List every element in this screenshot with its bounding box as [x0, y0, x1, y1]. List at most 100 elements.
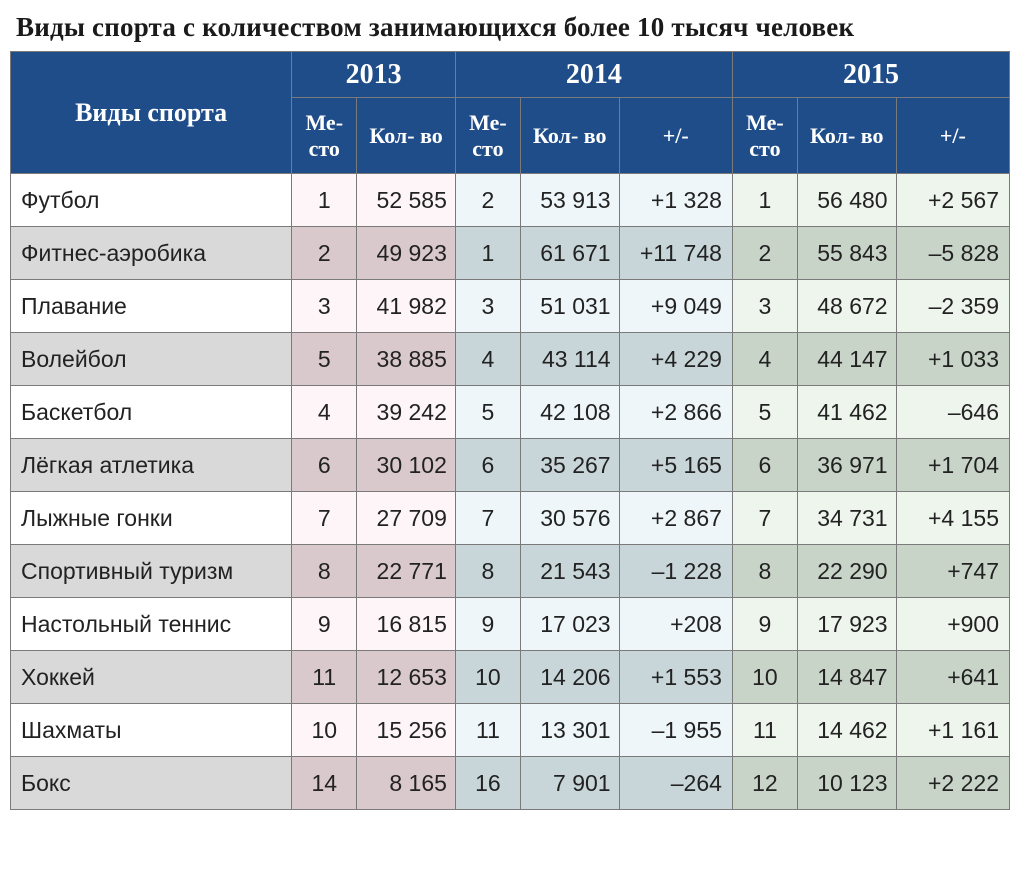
cell-2015-count: 34 731: [797, 492, 896, 545]
cell-2014-rank: 6: [455, 439, 520, 492]
cell-2014-count: 14 206: [520, 651, 619, 704]
cell-2015-count: 22 290: [797, 545, 896, 598]
cell-2014-count: 43 114: [520, 333, 619, 386]
cell-2014-rank: 7: [455, 492, 520, 545]
cell-2014-count: 13 301: [520, 704, 619, 757]
cell-2015-delta: +1 704: [896, 439, 1009, 492]
col-header-2015-count: Кол- во: [797, 98, 896, 174]
cell-2015-delta: +747: [896, 545, 1009, 598]
cell-2015-rank: 6: [732, 439, 797, 492]
cell-2015-rank: 3: [732, 280, 797, 333]
cell-2015-rank: 7: [732, 492, 797, 545]
table-row: Плавание341 982351 031+9 049348 672–2 35…: [11, 280, 1010, 333]
cell-2015-count: 56 480: [797, 174, 896, 227]
cell-2015-rank: 10: [732, 651, 797, 704]
cell-2013-count: 22 771: [357, 545, 456, 598]
table-row: Лыжные гонки727 709730 576+2 867734 731+…: [11, 492, 1010, 545]
cell-2014-delta: +4 229: [619, 333, 732, 386]
cell-2013-count: 12 653: [357, 651, 456, 704]
col-header-2014-count: Кол- во: [520, 98, 619, 174]
cell-2014-rank: 8: [455, 545, 520, 598]
cell-2014-count: 21 543: [520, 545, 619, 598]
cell-2014-delta: +9 049: [619, 280, 732, 333]
cell-2015-delta: –5 828: [896, 227, 1009, 280]
cell-2014-rank: 3: [455, 280, 520, 333]
cell-2014-rank: 10: [455, 651, 520, 704]
cell-2014-rank: 11: [455, 704, 520, 757]
cell-2015-delta: +900: [896, 598, 1009, 651]
cell-2015-count: 36 971: [797, 439, 896, 492]
cell-2015-count: 14 462: [797, 704, 896, 757]
cell-2014-delta: +1 553: [619, 651, 732, 704]
cell-2015-delta: –646: [896, 386, 1009, 439]
cell-2014-count: 42 108: [520, 386, 619, 439]
cell-2015-delta: +2 567: [896, 174, 1009, 227]
cell-sport: Настольный теннис: [11, 598, 292, 651]
cell-2014-rank: 16: [455, 757, 520, 810]
cell-2015-count: 44 147: [797, 333, 896, 386]
cell-2014-delta: +2 867: [619, 492, 732, 545]
cell-sport: Шахматы: [11, 704, 292, 757]
cell-2015-rank: 4: [732, 333, 797, 386]
cell-2015-count: 55 843: [797, 227, 896, 280]
cell-2014-rank: 2: [455, 174, 520, 227]
cell-2015-delta: +1 033: [896, 333, 1009, 386]
cell-2014-rank: 5: [455, 386, 520, 439]
cell-2013-rank: 10: [292, 704, 357, 757]
cell-2014-count: 17 023: [520, 598, 619, 651]
cell-2015-rank: 9: [732, 598, 797, 651]
cell-2014-count: 7 901: [520, 757, 619, 810]
col-header-2015: 2015: [732, 52, 1009, 98]
cell-sport: Бокс: [11, 757, 292, 810]
cell-2014-delta: –264: [619, 757, 732, 810]
cell-sport: Лыжные гонки: [11, 492, 292, 545]
col-header-2014-rank: Ме- сто: [455, 98, 520, 174]
cell-2015-rank: 11: [732, 704, 797, 757]
cell-sport: Фитнес-аэробика: [11, 227, 292, 280]
table-row: Футбол152 585253 913+1 328156 480+2 567: [11, 174, 1010, 227]
cell-2014-delta: +5 165: [619, 439, 732, 492]
col-header-2015-delta: +/-: [896, 98, 1009, 174]
cell-2015-rank: 5: [732, 386, 797, 439]
table-row: Спортивный туризм822 771821 543–1 228822…: [11, 545, 1010, 598]
table-row: Волейбол538 885443 114+4 229444 147+1 03…: [11, 333, 1010, 386]
cell-2013-count: 27 709: [357, 492, 456, 545]
cell-2013-rank: 5: [292, 333, 357, 386]
cell-2014-delta: –1 228: [619, 545, 732, 598]
cell-2015-count: 41 462: [797, 386, 896, 439]
cell-sport: Баскетбол: [11, 386, 292, 439]
sports-table: Виды спорта 2013 2014 2015 Ме- сто Кол- …: [10, 51, 1010, 810]
cell-2013-rank: 9: [292, 598, 357, 651]
table-row: Лёгкая атлетика630 102635 267+5 165636 9…: [11, 439, 1010, 492]
cell-2013-count: 38 885: [357, 333, 456, 386]
cell-2015-delta: +1 161: [896, 704, 1009, 757]
cell-2013-rank: 3: [292, 280, 357, 333]
cell-2013-count: 16 815: [357, 598, 456, 651]
cell-2013-rank: 1: [292, 174, 357, 227]
cell-2015-count: 10 123: [797, 757, 896, 810]
cell-2013-count: 49 923: [357, 227, 456, 280]
cell-2015-delta: +4 155: [896, 492, 1009, 545]
cell-2013-rank: 7: [292, 492, 357, 545]
cell-sport: Спортивный туризм: [11, 545, 292, 598]
cell-2013-rank: 11: [292, 651, 357, 704]
cell-2013-count: 52 585: [357, 174, 456, 227]
table-row: Настольный теннис916 815917 023+208917 9…: [11, 598, 1010, 651]
col-header-2013: 2013: [292, 52, 456, 98]
table-row: Фитнес-аэробика249 923161 671+11 748255 …: [11, 227, 1010, 280]
cell-sport: Волейбол: [11, 333, 292, 386]
cell-2014-count: 30 576: [520, 492, 619, 545]
col-header-2015-rank: Ме- сто: [732, 98, 797, 174]
cell-2014-count: 35 267: [520, 439, 619, 492]
cell-2013-count: 30 102: [357, 439, 456, 492]
cell-2015-count: 17 923: [797, 598, 896, 651]
cell-2014-rank: 4: [455, 333, 520, 386]
cell-2013-count: 15 256: [357, 704, 456, 757]
cell-2013-count: 41 982: [357, 280, 456, 333]
cell-2015-rank: 2: [732, 227, 797, 280]
cell-sport: Плавание: [11, 280, 292, 333]
cell-sport: Хоккей: [11, 651, 292, 704]
cell-2014-rank: 1: [455, 227, 520, 280]
col-header-2013-count: Кол- во: [357, 98, 456, 174]
cell-2015-count: 48 672: [797, 280, 896, 333]
